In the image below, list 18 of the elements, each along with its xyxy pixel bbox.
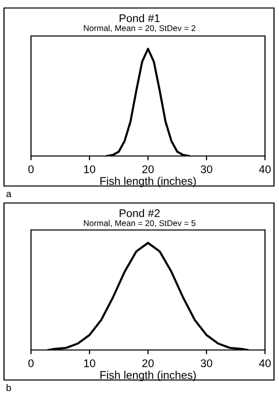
text: b (6, 384, 11, 392)
x-tick-label: 40 (259, 359, 271, 368)
x-tick-label: 0 (28, 165, 34, 174)
chart-title: Pond #1 (120, 14, 160, 22)
chart-subtitle: Normal, Mean = 20, StDev = 2 (84, 25, 196, 32)
x-axis-title: Fish length (inches) (100, 370, 196, 382)
x-tick-label: 0 (28, 359, 34, 368)
text: a (6, 192, 12, 198)
x-tick-label: 20 (142, 165, 154, 174)
x-axis-title: Fish length (inches) (100, 176, 196, 188)
chart-title: Pond #2 (120, 209, 160, 218)
x-tick-label: 10 (84, 359, 96, 368)
x-tick-label: 10 (84, 165, 96, 174)
x-tick-label: 30 (200, 359, 212, 368)
x-tick-label: 40 (259, 165, 271, 174)
x-tick-label: 30 (200, 165, 212, 174)
chart-subtitle: Normal, Mean = 20, StDev = 5 (84, 220, 196, 228)
x-tick-label: 20 (142, 359, 154, 368)
